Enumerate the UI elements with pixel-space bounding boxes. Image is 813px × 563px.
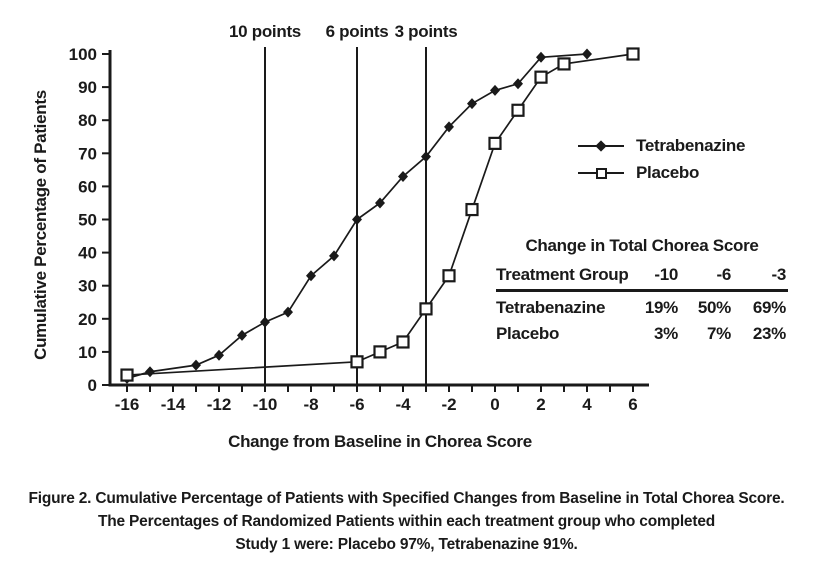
y-tick-label: 20 xyxy=(78,310,97,329)
diamond-marker-icon xyxy=(306,270,316,282)
square-marker-icon xyxy=(626,47,640,61)
y-tick-label: 10 xyxy=(78,343,97,362)
y-axis-title: Cumulative Percentage of Patients xyxy=(31,90,50,360)
series-placebo xyxy=(120,47,640,382)
cell-value: 23% xyxy=(752,324,786,343)
ref-line-label-3-points: 3 points xyxy=(394,22,458,41)
x-axis-ticks: -16 -14 -12 -10 -8 -6 -4 -2 0 2 4 6 xyxy=(115,385,638,414)
ref-line-label-6-points: 6 points xyxy=(325,22,389,41)
y-tick-label: 70 xyxy=(78,144,97,163)
x-tick-label: 2 xyxy=(536,395,545,414)
x-tick-label: -6 xyxy=(349,395,364,414)
square-marker-icon xyxy=(396,335,410,349)
series-tetrabenazine xyxy=(122,48,592,384)
caption-line-1: Figure 2. Cumulative Percentage of Patie… xyxy=(28,490,785,507)
diamond-marker-icon xyxy=(352,214,362,225)
square-marker-icon xyxy=(442,269,456,283)
diamond-marker-icon xyxy=(467,98,477,110)
diamond-marker-icon xyxy=(582,48,592,60)
y-tick-label: 60 xyxy=(78,177,97,196)
diamond-marker-icon xyxy=(536,51,546,63)
legend-label-placebo: Placebo xyxy=(636,163,700,182)
legend-label-tetrabenazine: Tetrabenazine xyxy=(636,136,746,155)
x-tick-label: -8 xyxy=(303,395,318,414)
cell-value: 3% xyxy=(654,324,678,343)
diamond-marker-icon xyxy=(421,151,431,163)
diamond-marker-icon xyxy=(260,316,270,328)
legend-line xyxy=(578,140,624,152)
square-marker-icon xyxy=(511,103,525,117)
x-tick-label: 4 xyxy=(582,395,592,414)
legend-item-placebo: Placebo xyxy=(578,163,700,182)
inset-header-minus3: -3 xyxy=(771,265,786,284)
inset-table-header-row: Treatment Group -10 -6 -3 xyxy=(496,262,788,292)
y-axis-ticks: 0 10 20 30 40 50 60 70 80 90 100 xyxy=(69,45,110,395)
diamond-marker-icon xyxy=(145,366,155,378)
diamond-marker-icon xyxy=(191,359,201,371)
diamond-marker-icon xyxy=(283,306,293,318)
y-tick-label: 0 xyxy=(88,376,97,395)
cell-value: 50% xyxy=(697,298,731,317)
diamond-marker-icon xyxy=(329,250,339,262)
diamond-marker-icon xyxy=(375,197,385,209)
ref-line-label-10-points: 10 points xyxy=(229,22,301,41)
caption-line-3: Study 1 were: Placebo 97%, Tetrabenazine… xyxy=(235,536,578,553)
inset-summary-table: Change in Total Chorea Score Treatment G… xyxy=(496,236,788,347)
square-marker-icon xyxy=(350,355,364,369)
cell-value: 7% xyxy=(707,324,731,343)
row-label: Placebo xyxy=(496,324,560,343)
reference-lines xyxy=(264,47,427,385)
x-axis-title: Change from Baseline in Chorea Score xyxy=(228,432,532,451)
figure-caption: Figure 2. Cumulative Percentage of Patie… xyxy=(0,487,813,556)
inset-header-minus10: -10 xyxy=(654,265,678,284)
diamond-marker-icon xyxy=(490,84,500,96)
cell-value: 19% xyxy=(644,298,678,317)
square-marker-icon xyxy=(120,368,134,382)
y-tick-label: 30 xyxy=(78,277,97,296)
inset-table-title: Change in Total Chorea Score xyxy=(525,236,759,255)
square-marker-icon xyxy=(465,202,479,217)
diamond-marker-icon xyxy=(595,140,607,152)
diamond-marker-icon xyxy=(444,121,454,133)
diamond-marker-icon xyxy=(214,349,224,361)
square-marker-icon xyxy=(596,168,607,179)
y-tick-label: 40 xyxy=(78,244,97,263)
x-tick-label: -2 xyxy=(441,395,456,414)
x-tick-label: -12 xyxy=(207,395,232,414)
legend-item-tetrabenazine: Tetrabenazine xyxy=(578,136,746,155)
x-tick-label: -4 xyxy=(395,395,411,414)
x-tick-label: -10 xyxy=(253,395,278,414)
cell-value: 69% xyxy=(752,298,786,317)
square-marker-icon xyxy=(557,57,571,71)
y-tick-label: 80 xyxy=(78,111,97,130)
y-tick-label: 100 xyxy=(69,45,97,64)
diamond-marker-icon xyxy=(398,170,408,182)
x-tick-label: -16 xyxy=(115,395,140,414)
diamond-marker-icon xyxy=(237,329,247,341)
square-marker-icon xyxy=(419,302,433,316)
inset-table-row-placebo: Placebo 3% 7% 23% xyxy=(496,321,788,347)
x-tick-label: 0 xyxy=(490,395,499,414)
row-label: Tetrabenazine xyxy=(496,298,606,317)
inset-header-minus6: -6 xyxy=(716,265,731,284)
y-tick-label: 50 xyxy=(78,211,97,230)
y-tick-label: 90 xyxy=(78,78,97,97)
inset-table-row-tetrabenazine: Tetrabenazine 19% 50% 69% xyxy=(496,295,788,321)
diamond-marker-icon xyxy=(513,78,523,90)
square-marker-icon xyxy=(373,345,387,359)
square-marker-icon xyxy=(488,136,502,150)
caption-line-2: The Percentages of Randomized Patients w… xyxy=(97,513,716,530)
x-tick-label: -14 xyxy=(161,395,186,414)
legend-line xyxy=(578,168,624,179)
inset-header-treatment-group: Treatment Group xyxy=(496,265,629,284)
square-marker-icon xyxy=(534,70,548,84)
x-tick-label: 6 xyxy=(628,395,637,414)
